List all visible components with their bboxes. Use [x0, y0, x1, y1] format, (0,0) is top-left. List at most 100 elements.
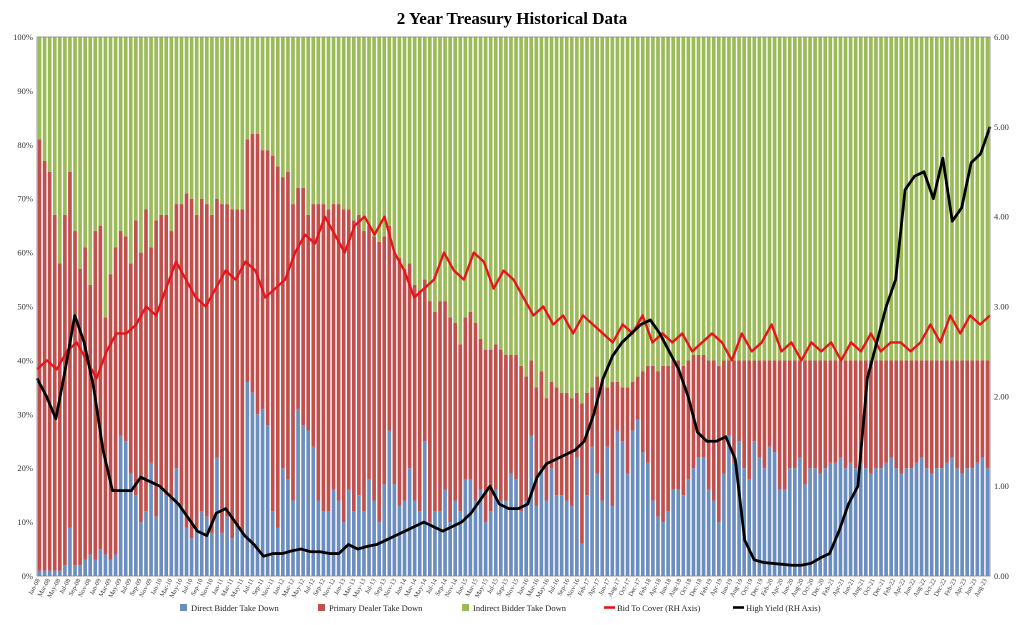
bar-primary-dealer [640, 371, 645, 453]
bar-primary-dealer [478, 338, 483, 490]
bar-indirect-bidder [179, 37, 184, 205]
legend-label: Primary Dealer Take Down [329, 603, 423, 613]
bar-direct-bidder [230, 538, 234, 576]
bar-direct-bidder [42, 570, 47, 576]
left-tick-label: 0% [22, 571, 33, 581]
bar-primary-dealer [600, 381, 605, 501]
bar-direct-bidder [52, 570, 57, 576]
bar-indirect-bidder [833, 37, 838, 361]
bar-direct-bidder [63, 565, 67, 576]
bar-indirect-bidder [260, 37, 265, 151]
bar-direct-bidder [169, 500, 174, 576]
bar-indirect-bidder [159, 37, 164, 215]
bar-indirect-bidder [281, 37, 285, 178]
bar-direct-bidder [752, 441, 757, 576]
bar-direct-bidder [696, 457, 701, 576]
bar-indirect-bidder [732, 37, 736, 361]
bar-direct-bidder [362, 511, 366, 576]
bar-direct-bidder [924, 468, 929, 576]
bar-primary-dealer [615, 381, 620, 431]
bar-indirect-bidder [291, 37, 295, 205]
bar-indirect-bidder [544, 37, 549, 399]
bar-direct-bidder [220, 532, 224, 576]
bar-direct-bidder [625, 473, 630, 576]
bar-primary-dealer [189, 198, 194, 539]
bar-indirect-bidder [635, 37, 640, 377]
bar-direct-bidder [787, 468, 792, 576]
bar-indirect-bidder [524, 37, 528, 377]
bar-indirect-bidder [793, 37, 797, 361]
bar-indirect-bidder [929, 37, 934, 361]
bar-direct-bidder [575, 457, 579, 576]
bar-indirect-bidder [37, 37, 42, 140]
left-tick-label: 20% [17, 463, 33, 473]
bar-primary-dealer [417, 290, 422, 512]
bar-primary-dealer [635, 376, 640, 420]
bar-primary-dealer [225, 204, 229, 517]
bar-primary-dealer [701, 355, 706, 458]
bar-indirect-bidder [848, 37, 853, 361]
bar-indirect-bidder [661, 37, 665, 366]
bar-direct-bidder [945, 462, 949, 576]
bar-primary-dealer [863, 360, 868, 469]
bar-indirect-bidder [448, 37, 452, 318]
bar-primary-dealer [291, 204, 295, 501]
bar-indirect-bidder [767, 37, 772, 361]
bar-indirect-bidder [960, 37, 964, 361]
bar-direct-bidder [544, 500, 549, 576]
bar-indirect-bidder [493, 37, 498, 345]
bar-primary-dealer [813, 360, 817, 469]
bar-direct-bidder [270, 511, 275, 576]
bar-primary-dealer [422, 279, 427, 442]
bar-primary-dealer [458, 344, 463, 512]
bar-indirect-bidder [225, 37, 229, 205]
bar-indirect-bidder [453, 37, 458, 323]
bar-primary-dealer [772, 360, 777, 453]
bar-direct-bidder [651, 500, 655, 576]
bar-primary-dealer [985, 360, 990, 469]
bar-direct-bidder [78, 565, 82, 576]
bar-indirect-bidder [103, 37, 108, 318]
bar-direct-bidder [483, 522, 488, 576]
bar-indirect-bidder [651, 37, 655, 366]
bar-indirect-bidder [184, 37, 189, 194]
bar-indirect-bidder [940, 37, 944, 361]
axes-layer: 0% 10% 20% 30% 40% 50% 60% 70% 80% 90% 100% 0.00 1.0… [13, 32, 1009, 599]
bar-indirect-bidder [286, 37, 290, 172]
bar-indirect-bidder [640, 37, 645, 372]
bar-indirect-bidder [174, 37, 179, 205]
bar-indirect-bidder [321, 37, 326, 205]
bar-direct-bidder [711, 500, 716, 576]
bar-primary-dealer [945, 360, 949, 463]
bar-direct-bidder [970, 468, 975, 576]
bar-primary-dealer [341, 209, 346, 523]
bar-indirect-bidder [42, 37, 47, 161]
bar-direct-bidder [853, 468, 858, 576]
bid-to-cover-line [36, 215, 991, 380]
bar-direct-bidder [174, 468, 179, 576]
bar-indirect-bidder [884, 37, 888, 361]
bar-indirect-bidder [671, 37, 675, 361]
bar-primary-dealer [833, 360, 838, 463]
bar-primary-dealer [250, 134, 255, 393]
bar-direct-bidder [225, 516, 229, 576]
legend-swatch [318, 604, 325, 611]
bar-direct-bidder [534, 505, 539, 576]
bar-direct-bidder [950, 457, 954, 576]
bar-indirect-bidder [499, 37, 503, 350]
bar-indirect-bidder [600, 37, 605, 382]
bar-primary-dealer [676, 360, 681, 490]
bar-primary-dealer [975, 360, 980, 463]
bar-indirect-bidder [316, 37, 321, 205]
bar-primary-dealer [762, 360, 767, 469]
bar-primary-dealer [605, 387, 610, 447]
bar-indirect-bidder [504, 37, 508, 356]
bar-indirect-bidder [336, 37, 341, 205]
bar-indirect-bidder [204, 37, 209, 205]
bar-primary-dealer [73, 231, 77, 566]
bar-indirect-bidder [255, 37, 260, 135]
bar-primary-dealer [438, 301, 442, 512]
bar-direct-bidder [164, 495, 169, 576]
bar-direct-bidder [676, 489, 681, 576]
